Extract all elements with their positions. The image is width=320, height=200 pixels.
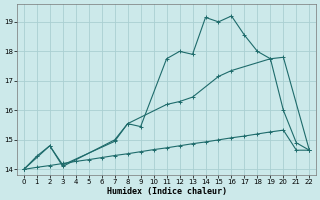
- X-axis label: Humidex (Indice chaleur): Humidex (Indice chaleur): [107, 187, 227, 196]
